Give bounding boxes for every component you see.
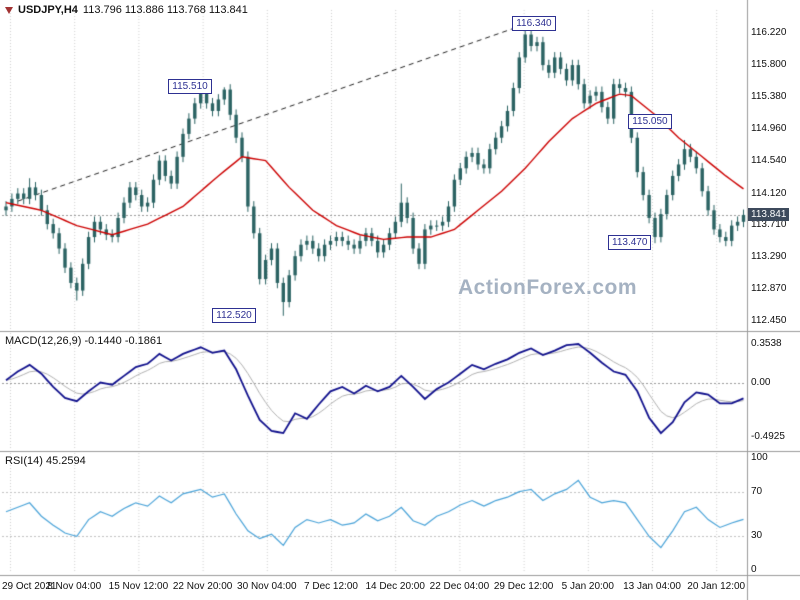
rsi-axis-label: 70: [751, 485, 763, 497]
price-axis-label: 114.540: [751, 155, 787, 167]
macd-axis-label: 0.3538: [751, 337, 782, 349]
macd-axis-label: 0.00: [751, 376, 771, 388]
price-axis-label: 114.120: [751, 187, 787, 199]
time-axis-label: 30 Nov 04:00: [237, 581, 297, 592]
price-axis-label: 115.380: [751, 91, 787, 103]
price-axis-label: 114.960: [751, 123, 787, 135]
price-axis-label: 113.290: [751, 250, 787, 262]
time-axis-label: 5 Jan 20:00: [561, 581, 614, 592]
time-axis-label: 22 Nov 20:00: [172, 581, 233, 592]
price-level-annotation: 115.510: [168, 79, 212, 95]
price-level-annotation: 116.340: [512, 15, 556, 31]
price-axis-label: 113.710: [751, 218, 787, 230]
macd-axis-label: -0.4925: [751, 430, 785, 442]
chart-title-quotes: 113.796 113.886 113.768 113.841: [82, 4, 248, 16]
time-axis-label: 13 Jan 04:00: [623, 581, 681, 592]
time-axis-label: 29 Oct 2021: [2, 581, 57, 592]
rsi-panel-label: RSI(14) 45.2594: [5, 455, 86, 467]
watermark: ActionForex.com: [458, 276, 638, 299]
time-axis-label: 29 Dec 12:00: [493, 581, 554, 592]
chart-title: USDJPY,H4 113.796 113.886 113.768 113.84…: [5, 4, 248, 16]
price-level-annotation: 112.520: [212, 307, 256, 323]
macd-panel-label: MACD(12,26,9) -0.1440 -0.1861: [5, 335, 163, 347]
price-axis-label: 112.450: [751, 315, 787, 327]
price-level-annotation: 115.050: [628, 114, 672, 130]
time-axis-label: 20 Jan 12:00: [687, 581, 746, 592]
rsi-axis-label: 100: [751, 452, 768, 463]
price-axis-label: 115.800: [751, 59, 787, 71]
price-axis-label: 116.220: [751, 27, 787, 38]
rsi-axis-label: 30: [751, 530, 763, 542]
time-axis-label: 14 Dec 20:00: [365, 581, 425, 592]
rsi-axis-label: 0: [751, 564, 757, 575]
time-axis-label: 7 Dec 12:00: [304, 581, 358, 592]
current-price-tag: 113.841: [748, 207, 790, 221]
price-level-annotation: 113.470: [608, 235, 652, 251]
price-axis-label: 112.870: [751, 283, 787, 295]
time-axis-label: 22 Dec 04:00: [429, 581, 490, 592]
chart-title-symbol: USDJPY,H4: [18, 4, 78, 16]
chart-marker-icon: [5, 6, 13, 14]
time-axis-label: 8 Nov 04:00: [47, 581, 102, 592]
time-axis-label: 15 Nov 12:00: [108, 581, 169, 592]
